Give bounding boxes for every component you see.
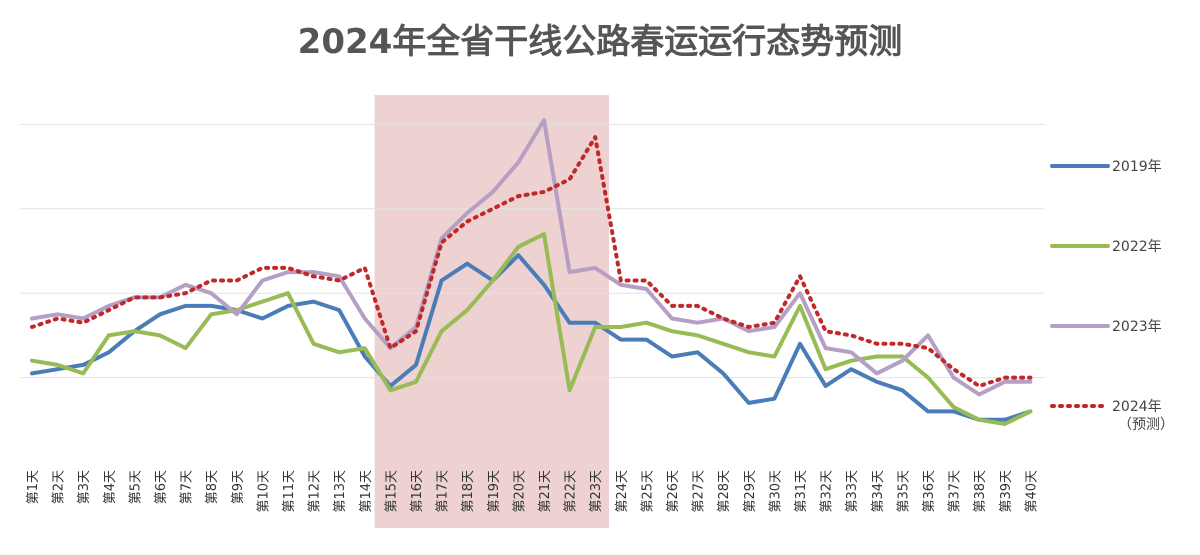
x-tick-label: 第4天 bbox=[103, 470, 118, 504]
x-tick-label: 第34天 bbox=[871, 470, 886, 513]
series-line-3 bbox=[30, 135, 1033, 388]
x-tick-label: 第29天 bbox=[743, 470, 758, 513]
series-line-0 bbox=[30, 253, 1033, 422]
x-tick-label: 第7天 bbox=[180, 470, 195, 504]
x-tick-label: 第22天 bbox=[564, 470, 579, 513]
x-tick-label: 第33天 bbox=[845, 470, 860, 513]
chart-title: 2024年全省干线公路春运运行态势预测 bbox=[297, 22, 903, 62]
legend-label-3: 2024年（预测） bbox=[1112, 399, 1174, 433]
x-tick-label: 第6天 bbox=[154, 470, 169, 504]
series-lines bbox=[30, 118, 1033, 426]
x-axis-tick-labels: 第1天 第2天 第3天 第4天 第5天 第6天 第7天 第8天 第9天 第10天 第11天 第12天第… bbox=[26, 470, 1039, 513]
x-tick-label: 第12天 bbox=[308, 470, 323, 513]
x-tick-label: 第19天 bbox=[487, 470, 502, 513]
x-tick-label: 第38天 bbox=[973, 470, 988, 513]
x-tick-label: 第14天 bbox=[359, 470, 374, 513]
legend: 2019年 2022年 2023年 2024年（预测） bbox=[1050, 159, 1174, 433]
x-tick-label: 第27天 bbox=[692, 470, 707, 513]
x-tick-label: 第21天 bbox=[538, 470, 553, 513]
series-line-2 bbox=[30, 118, 1033, 397]
x-tick-label: 第20天 bbox=[512, 470, 527, 513]
x-tick-label: 第39天 bbox=[999, 470, 1014, 513]
x-tick-label: 第8天 bbox=[205, 470, 220, 504]
x-tick-label: 第11天 bbox=[282, 470, 297, 513]
x-tick-label: 第18天 bbox=[461, 470, 476, 513]
x-tick-label: 第24天 bbox=[615, 470, 630, 513]
x-tick-label: 第1天 bbox=[26, 470, 41, 504]
x-tick-label: 第2天 bbox=[52, 470, 67, 504]
x-tick-label: 第16天 bbox=[410, 470, 425, 513]
x-tick-label: 第9天 bbox=[231, 470, 246, 504]
x-tick-label: 第23天 bbox=[589, 470, 604, 513]
x-tick-label: 第35天 bbox=[896, 470, 911, 513]
x-tick-label: 第31天 bbox=[794, 470, 809, 513]
x-tick-label: 第32天 bbox=[820, 470, 835, 513]
x-tick-label: 第5天 bbox=[128, 470, 143, 504]
x-tick-label: 第37天 bbox=[948, 470, 963, 513]
x-tick-label: 第17天 bbox=[436, 470, 451, 513]
gridlines bbox=[20, 123, 1045, 379]
x-tick-label: 第36天 bbox=[922, 470, 937, 513]
x-tick-label: 第30天 bbox=[768, 470, 783, 513]
series-line-1 bbox=[30, 232, 1033, 426]
legend-label-1: 2022年 bbox=[1112, 239, 1162, 255]
x-tick-label: 第15天 bbox=[384, 470, 399, 513]
x-tick-label: 第28天 bbox=[717, 470, 732, 513]
x-tick-label: 第25天 bbox=[640, 470, 655, 513]
x-tick-label: 第3天 bbox=[77, 470, 92, 504]
x-tick-label: 第13天 bbox=[333, 470, 348, 513]
x-tick-label: 第26天 bbox=[666, 470, 681, 513]
x-tick-label: 第40天 bbox=[1024, 470, 1039, 513]
legend-label-0: 2019年 bbox=[1112, 159, 1162, 175]
legend-label-2: 2023年 bbox=[1112, 319, 1162, 335]
highlight-band bbox=[374, 95, 609, 528]
highlight-band-group bbox=[374, 95, 609, 528]
x-tick-label: 第10天 bbox=[256, 470, 271, 513]
